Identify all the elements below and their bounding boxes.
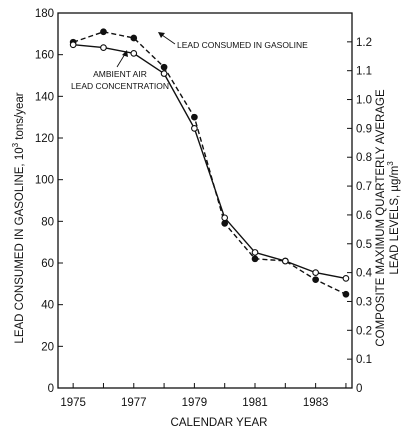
series-layer <box>69 28 350 298</box>
left-tick-label: 0 <box>48 383 54 395</box>
data-point-series-2 <box>160 70 168 77</box>
right-tick-label: 1.1 <box>356 66 372 78</box>
series-line-2 <box>73 44 347 280</box>
right-axis-title-line2: LEAD LEVELS, µg/m3 <box>386 161 401 275</box>
right-tick-label: 0.2 <box>356 325 372 337</box>
right-tick-label: 0.4 <box>356 268 373 280</box>
right-tick-label: 0.7 <box>356 181 372 193</box>
data-point-series-2 <box>130 50 138 57</box>
right-tick-label: 1.2 <box>356 37 372 49</box>
x-tick-label: 1975 <box>60 397 86 409</box>
data-point-series-1 <box>251 255 259 263</box>
left-tick-label: 140 <box>35 91 54 103</box>
data-point-series-1 <box>342 290 350 298</box>
data-point-series-1 <box>312 276 319 284</box>
data-point-series-2 <box>342 275 350 282</box>
x-tick-label: 1979 <box>182 397 208 409</box>
right-tick-label: 0.5 <box>356 239 372 251</box>
left-axis-title-unit: tons/year <box>14 92 26 143</box>
left-axis-title-main: LEAD CONSUMED IN GASOLINE, 10 <box>14 147 26 343</box>
data-point-series-2 <box>221 214 229 222</box>
right-axis-ticks: 0 0.1 0.2 0.3 0.4 0.5 0.6 0.7 0.8 0.9 1.0 1.1 1.2 <box>347 37 373 395</box>
left-tick-label: 160 <box>35 50 54 62</box>
data-point-series-2 <box>100 44 107 51</box>
left-tick-label: 120 <box>35 133 54 145</box>
left-tick-label: 180 <box>35 8 54 20</box>
right-tick-label: 1.0 <box>356 95 372 107</box>
left-tick-label: 80 <box>41 216 54 228</box>
right-tick-label: 0 <box>356 383 362 395</box>
data-point-series-1 <box>221 220 229 227</box>
left-tick-label: 40 <box>41 300 54 312</box>
left-tick-label: 20 <box>41 341 54 353</box>
plot-border <box>57 12 353 389</box>
data-point-series-2 <box>191 125 198 132</box>
right-tick-label: 0.3 <box>356 296 372 308</box>
left-axis-ticks: 0 20 40 60 80 100 120 140 160 180 <box>35 8 63 395</box>
right-axis-title-superscript: 3 <box>386 161 395 166</box>
data-point-series-1 <box>191 113 198 121</box>
data-point-series-2 <box>251 249 259 256</box>
plot-frame <box>57 12 353 389</box>
annotation-gasoline-leader <box>161 34 176 45</box>
data-point-series-1 <box>100 28 107 36</box>
right-tick-label: 0.1 <box>356 354 372 366</box>
annotation-ambient-line1: AMBIENT AIR <box>93 69 147 79</box>
annotation-layer: LEAD CONSUMED IN GASOLINE AMBIENT AIR LEAD… <box>71 32 308 91</box>
data-point-series-2 <box>69 41 77 49</box>
series-line-1 <box>72 31 347 295</box>
x-tick-label: 1983 <box>303 397 329 409</box>
annotation-ambient-leader <box>116 53 126 68</box>
right-tick-label: 0.6 <box>356 210 372 222</box>
x-tick-label: 1977 <box>121 397 147 409</box>
right-axis-title-line2-main: LEAD LEVELS, µg/m <box>389 166 401 275</box>
right-axis-title-line1: COMPOSITE MAXIMUM QUARTERLY AVERAGE <box>375 89 387 347</box>
right-tick-label: 0.8 <box>356 152 372 164</box>
right-tick-label: 0.9 <box>356 123 372 135</box>
annotation-ambient-line2: LEAD CONCENTRATION <box>71 81 169 91</box>
x-axis-title: CALENDAR YEAR <box>171 417 268 429</box>
annotation-gasoline-arrowhead <box>158 32 165 38</box>
data-point-series-1 <box>160 63 168 71</box>
data-point-series-2 <box>281 257 289 265</box>
left-tick-label: 100 <box>35 175 54 187</box>
data-point-series-1 <box>130 34 138 42</box>
left-tick-label: 60 <box>41 258 54 270</box>
left-axis-title: LEAD CONSUMED IN GASOLINE, 103 tons/year <box>11 92 26 343</box>
x-axis-ticks: 1975 1977 1979 1981 1983 <box>60 383 347 409</box>
left-axis-title-superscript: 3 <box>11 142 20 147</box>
annotation-gasoline: LEAD CONSUMED IN GASOLINE <box>177 40 308 50</box>
data-point-series-2 <box>312 269 319 276</box>
annotation-ambient-arrowhead <box>122 50 128 57</box>
x-tick-label: 1981 <box>242 397 268 409</box>
